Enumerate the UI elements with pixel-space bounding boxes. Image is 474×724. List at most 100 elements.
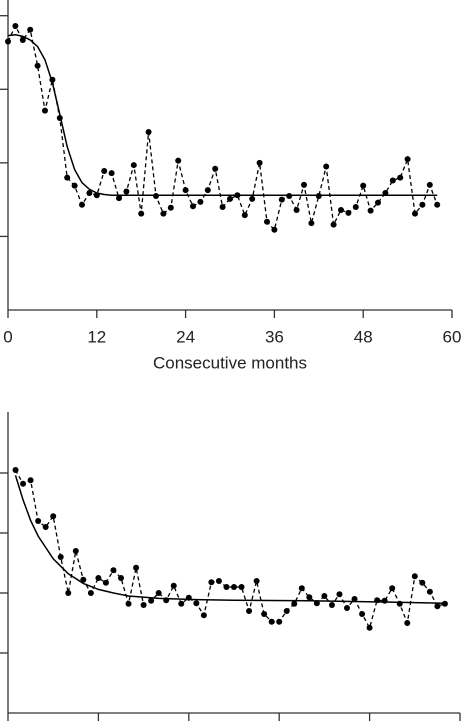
x-tick-label: 24 xyxy=(176,327,195,346)
data-point xyxy=(330,221,337,228)
data-point xyxy=(381,597,388,604)
data-point xyxy=(278,196,285,203)
data-point xyxy=(301,181,307,188)
data-point xyxy=(306,594,313,601)
data-point xyxy=(80,576,87,583)
data-point xyxy=(360,182,367,189)
data-point xyxy=(148,597,155,604)
data-point xyxy=(336,591,343,598)
data-point xyxy=(20,480,27,487)
data-point xyxy=(153,192,159,199)
data-point xyxy=(367,207,374,214)
data-point xyxy=(328,602,335,608)
data-point xyxy=(231,584,237,590)
data-point xyxy=(50,513,57,520)
data-point xyxy=(359,611,366,617)
data-point xyxy=(116,195,122,202)
data-point xyxy=(125,600,132,607)
data-point xyxy=(5,38,11,45)
data-point xyxy=(19,36,26,43)
data-point xyxy=(86,190,93,197)
data-line xyxy=(14,469,446,630)
data-point xyxy=(246,608,253,614)
data-point xyxy=(110,567,117,574)
data-point xyxy=(345,209,352,216)
data-point xyxy=(264,218,270,225)
x-tick-label: 60 xyxy=(443,327,462,346)
x-tick-label: 36 xyxy=(265,327,284,346)
data-point xyxy=(366,624,373,631)
data-point xyxy=(160,210,167,217)
data-point xyxy=(200,612,207,619)
data-point xyxy=(271,226,278,233)
data-point xyxy=(64,174,71,181)
data-point xyxy=(27,26,34,33)
data-point xyxy=(87,590,94,596)
data-point xyxy=(313,600,320,607)
data-point xyxy=(308,220,315,227)
data-point xyxy=(65,590,72,596)
data-point xyxy=(118,575,124,581)
data-point xyxy=(434,603,441,610)
data-point xyxy=(375,199,381,206)
data-point xyxy=(145,128,152,135)
data-point xyxy=(389,177,396,184)
data-point xyxy=(175,157,182,164)
data-point xyxy=(321,593,328,599)
data-point xyxy=(351,596,358,602)
data-point xyxy=(108,170,115,177)
x-tick-label: 48 xyxy=(354,327,373,346)
data-point xyxy=(140,602,147,608)
data-point xyxy=(102,579,109,586)
data-point xyxy=(411,573,418,580)
data-point xyxy=(283,608,290,614)
data-point xyxy=(397,174,404,181)
data-point xyxy=(101,167,108,174)
fit-curve xyxy=(14,475,445,604)
data-point xyxy=(404,156,411,163)
data-point xyxy=(193,600,200,607)
data-point xyxy=(57,554,64,560)
data-point xyxy=(167,204,174,211)
data-point xyxy=(42,524,49,530)
data-point xyxy=(190,203,196,210)
data-line xyxy=(7,24,438,232)
data-point xyxy=(256,159,263,166)
data-point xyxy=(95,575,102,581)
data-point xyxy=(138,210,145,217)
data-point xyxy=(404,620,411,626)
data-point xyxy=(72,548,79,554)
data-point xyxy=(227,195,233,202)
data-point xyxy=(123,188,130,195)
data-point xyxy=(182,187,189,194)
x-tick-label: 12 xyxy=(87,327,106,346)
data-point xyxy=(130,162,137,169)
data-point xyxy=(155,590,162,596)
data-point xyxy=(441,600,448,607)
data-point xyxy=(219,204,226,210)
data-point xyxy=(170,582,177,589)
data-point xyxy=(212,165,219,172)
data-point xyxy=(215,578,222,584)
data-point xyxy=(204,187,211,194)
data-point xyxy=(419,579,426,586)
data-point xyxy=(298,585,305,592)
data-point xyxy=(238,584,245,590)
data-point xyxy=(241,212,248,219)
data-point xyxy=(434,201,441,208)
data-point xyxy=(42,107,48,114)
data-point xyxy=(27,477,34,484)
data-point xyxy=(323,163,330,170)
data-point xyxy=(426,588,433,595)
data-point xyxy=(344,605,350,611)
data-point xyxy=(352,204,359,210)
x-axis-label: Consecutive months xyxy=(153,353,307,372)
data-point xyxy=(208,579,215,586)
data-point xyxy=(249,195,256,202)
data-point xyxy=(268,618,275,625)
data-point xyxy=(12,23,19,30)
data-point xyxy=(293,206,300,213)
data-point xyxy=(286,192,293,199)
